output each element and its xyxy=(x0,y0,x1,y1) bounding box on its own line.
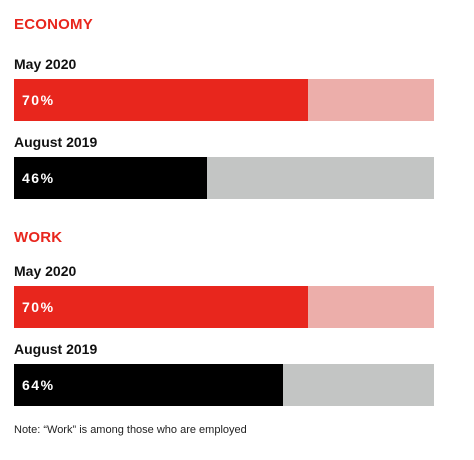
bar-row: May 2020 70% xyxy=(14,56,434,121)
bar-track: 70% xyxy=(14,286,434,328)
bar-value-label: 64% xyxy=(22,377,55,393)
bar-row: August 2019 46% xyxy=(14,134,434,199)
section-title: WORK xyxy=(14,229,63,246)
bar-value-label: 70% xyxy=(22,299,55,315)
bar-label: August 2019 xyxy=(14,134,98,150)
bar-label: May 2020 xyxy=(14,56,77,72)
bar-row: May 2020 70% xyxy=(14,263,434,328)
bar-fill xyxy=(14,157,208,199)
work-section: WORK May 2020 70% August 2019 64% xyxy=(14,229,434,406)
bar-fill xyxy=(14,364,283,406)
bar-fill xyxy=(14,79,308,121)
bar-label: August 2019 xyxy=(14,341,98,357)
bar-track: 64% xyxy=(14,364,434,406)
bar-value-label: 70% xyxy=(22,92,55,108)
bar-label: May 2020 xyxy=(14,263,77,279)
bar-fill xyxy=(14,286,308,328)
economy-section: ECONOMY May 2020 70% August 2019 46% xyxy=(14,16,434,199)
bar-track: 70% xyxy=(14,79,434,121)
section-title: ECONOMY xyxy=(14,16,93,33)
bar-row: August 2019 64% xyxy=(14,341,434,406)
bar-value-label: 46% xyxy=(22,170,55,186)
footnote: Note: “Work” is among those who are empl… xyxy=(14,424,247,436)
bar-track: 46% xyxy=(14,157,434,199)
